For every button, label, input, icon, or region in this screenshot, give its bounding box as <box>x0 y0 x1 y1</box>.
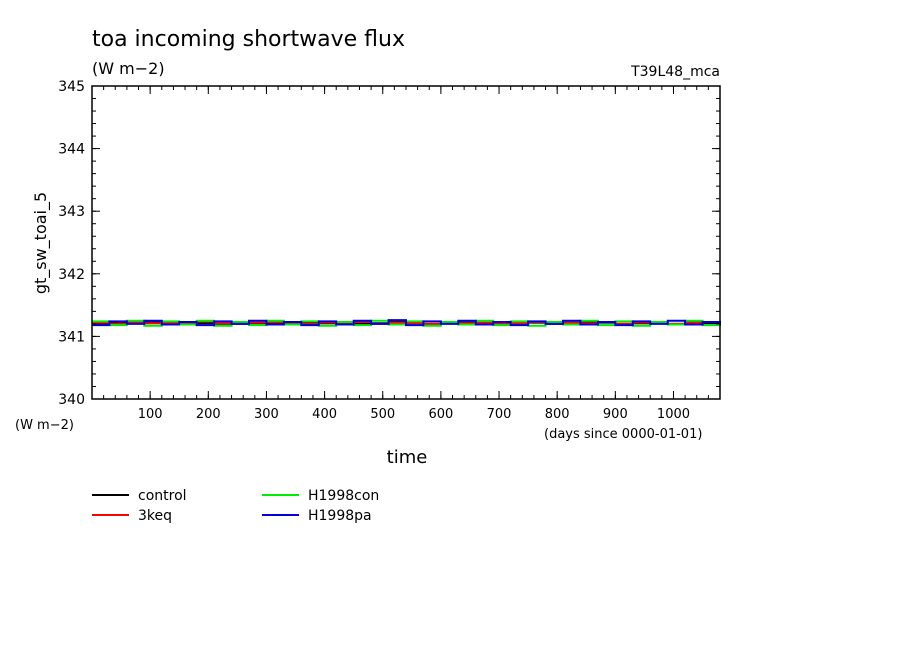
x-tick-label: 100 <box>138 407 163 422</box>
legend: control 3keq H1998con H1998pa <box>92 488 379 524</box>
x-tick-label: 900 <box>603 407 628 422</box>
y-axis-units: (W m−2) <box>15 418 74 433</box>
plot-frame <box>91 85 721 400</box>
y-tick-label: 342 <box>58 267 85 283</box>
series-line-3 <box>92 319 721 327</box>
x-tick-label: 300 <box>254 407 279 422</box>
ticks-layer: 100 200 300 400 500 600 700 800 900 1000 340 341 342… <box>58 79 720 422</box>
x-tick-label: 500 <box>370 407 395 422</box>
y-tick-label: 341 <box>58 329 85 345</box>
y-tick-label: 344 <box>58 142 85 158</box>
legend-label-0: control <box>138 488 187 504</box>
x-axis-units: (days since 0000-01-01) <box>544 427 702 442</box>
y-tick-label: 340 <box>58 392 85 408</box>
x-axis-label: time <box>387 447 428 468</box>
x-tick-label: 600 <box>428 407 453 422</box>
x-tick-label: 800 <box>545 407 570 422</box>
x-tick-label: 200 <box>196 407 221 422</box>
x-tick-label: 700 <box>487 407 512 422</box>
y-tick-label: 343 <box>58 204 85 220</box>
x-tick-label: 1000 <box>657 407 690 422</box>
series-layer <box>92 319 721 327</box>
y-tick-label: 345 <box>58 79 85 95</box>
chart-title: toa incoming shortwave flux <box>92 27 405 52</box>
chart-subtitle: (W m−2) <box>92 59 165 78</box>
legend-label-2: H1998con <box>308 488 379 504</box>
y-axis-label: gt_sw_toai_5 <box>31 192 51 294</box>
legend-label-3: H1998pa <box>308 508 372 524</box>
legend-label-1: 3keq <box>138 508 172 524</box>
x-tick-label: 400 <box>312 407 337 422</box>
run-tag: T39L48_mca <box>630 64 720 80</box>
